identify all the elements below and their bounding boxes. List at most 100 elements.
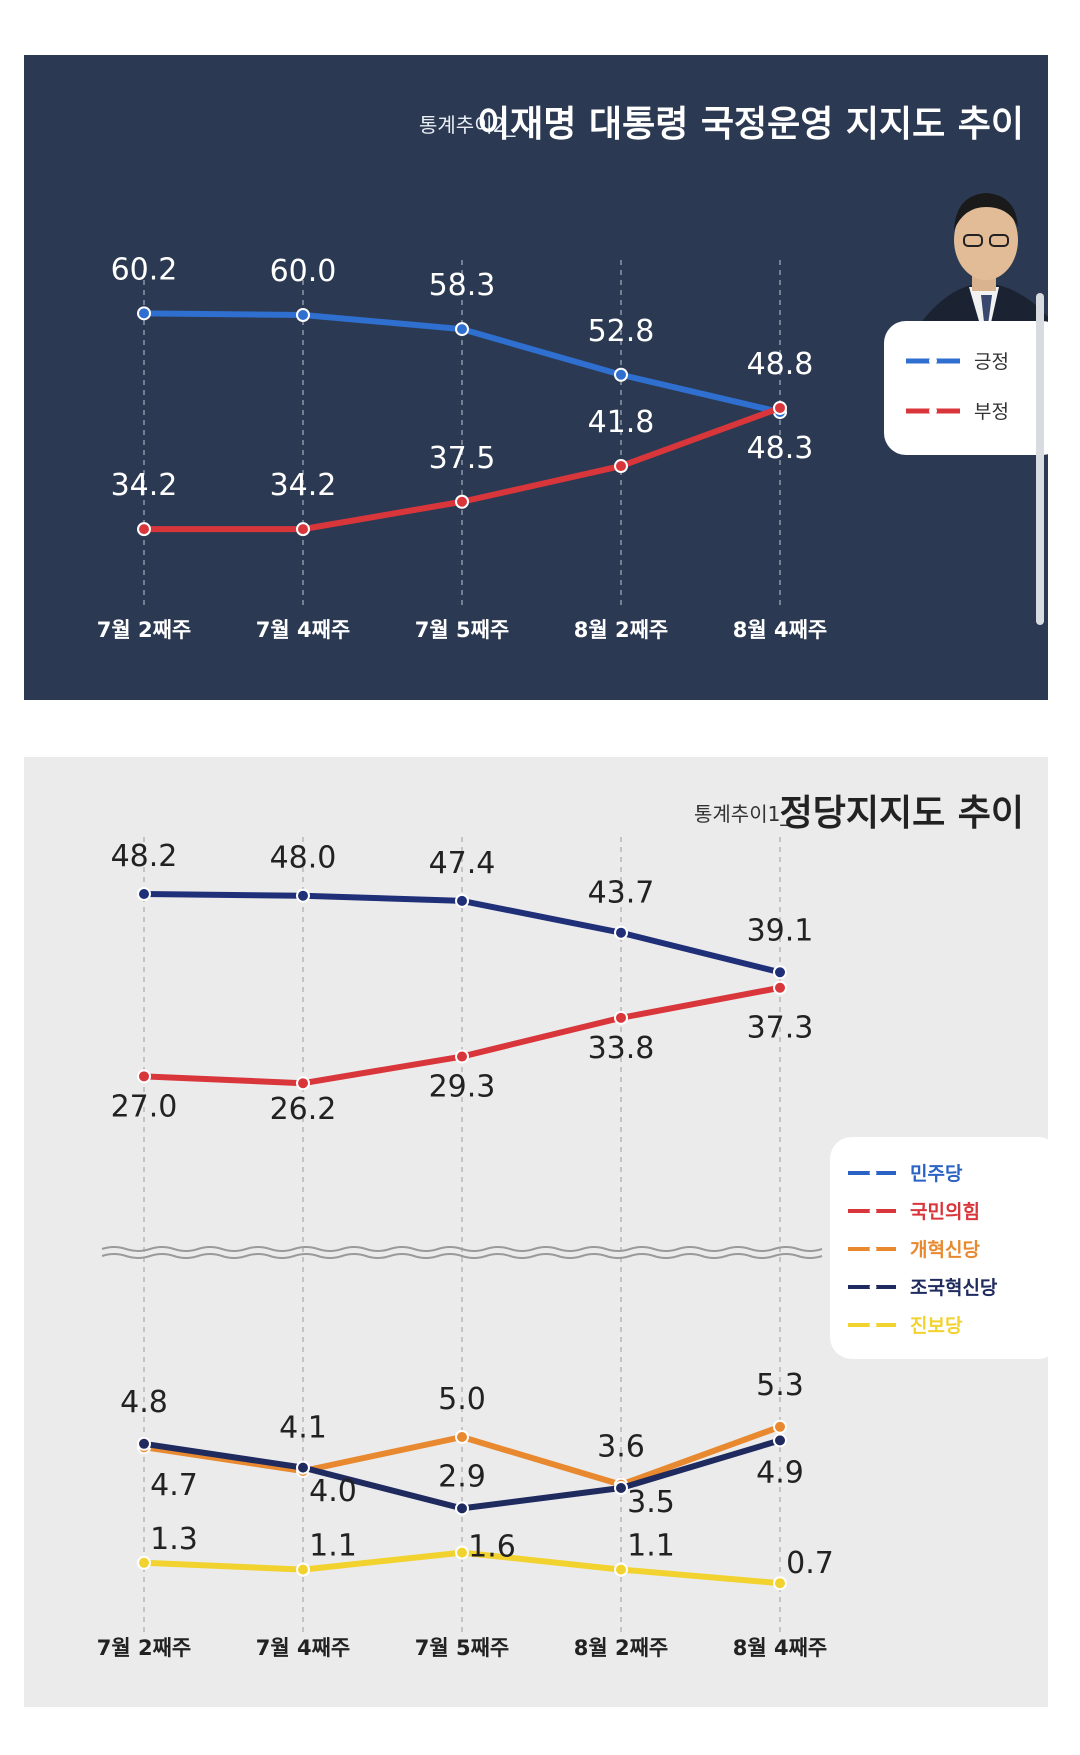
x-tick-label: 8월 4째주	[733, 1636, 828, 1660]
chart-title: 정당지지도 추이	[780, 793, 1024, 834]
legend-label: 긍정	[974, 351, 1009, 373]
chart-title-prefix: 통계추이2_	[419, 113, 516, 137]
data-point	[773, 1433, 787, 1448]
data-point	[455, 893, 469, 908]
party-support-chart: 통계추이1_ 정당지지도 추이 1.3 1.1 1.6 1.1 0.7 4.7 4.0 5.0…	[97, 793, 1024, 1660]
data-point	[773, 400, 787, 415]
data-label: 47.4	[429, 846, 496, 881]
data-label: 4.0	[309, 1474, 357, 1509]
legend-label: 국민의힘	[910, 1201, 980, 1223]
data-label: 5.3	[756, 1368, 804, 1403]
legend-swatch-dot	[869, 1283, 877, 1291]
data-point	[137, 1436, 151, 1451]
data-label: 4.1	[279, 1411, 327, 1446]
legend-swatch-dot	[869, 1321, 877, 1329]
data-point	[773, 965, 787, 980]
legend-label: 조국혁신당	[910, 1277, 998, 1299]
data-label: 27.0	[111, 1089, 178, 1124]
data-label: 34.2	[111, 468, 178, 503]
data-point	[296, 888, 310, 903]
x-tick-label: 7월 4째주	[256, 1636, 351, 1660]
data-label: 52.8	[588, 314, 655, 349]
data-label: 60.2	[111, 252, 178, 287]
x-tick-label: 8월 4째주	[733, 618, 828, 642]
data-label: 3.6	[597, 1430, 645, 1465]
data-point	[455, 322, 469, 337]
data-label: 4.7	[150, 1468, 198, 1503]
data-label: 60.0	[270, 254, 337, 289]
data-point	[614, 1481, 628, 1495]
data-label: 26.2	[270, 1092, 337, 1127]
data-point	[773, 1419, 787, 1434]
data-label: 58.3	[429, 268, 496, 303]
data-label: 37.3	[747, 1011, 814, 1046]
data-point	[455, 1501, 469, 1516]
data-point	[137, 1555, 151, 1570]
data-point	[614, 1562, 628, 1577]
x-tick-label: 8월 2째주	[574, 1636, 669, 1660]
data-label: 4.8	[120, 1385, 168, 1420]
approval-chart: 통계추이2_ 이재명 대통령 국정운영 지지도 추이 60.2 60.0 58.3 5…	[97, 104, 1048, 642]
data-label: 37.5	[429, 441, 496, 476]
data-label: 1.1	[309, 1529, 357, 1564]
legend-label: 개혁신당	[910, 1239, 980, 1261]
data-label: 3.5	[627, 1485, 675, 1520]
legend-swatch-dot	[929, 357, 937, 365]
x-tick-label: 7월 2째주	[97, 1636, 192, 1660]
x-tick-label: 8월 2째주	[574, 618, 669, 642]
legend-swatch-dot	[869, 1169, 877, 1177]
x-tick-label: 7월 5째주	[415, 1636, 510, 1660]
data-point	[614, 925, 628, 940]
data-point	[773, 1576, 787, 1591]
legend-swatch-dot	[929, 407, 937, 415]
chart-title: 이재명 대통령 국정운영 지지도 추이	[477, 104, 1024, 145]
data-point	[137, 306, 151, 321]
x-tick-label: 7월 2째주	[97, 618, 192, 642]
party-chart-panel: 통계추이1_ 정당지지도 추이 1.3 1.1 1.6 1.1 0.7 4.7 4.0 5.0…	[24, 757, 1060, 1707]
data-point	[137, 522, 151, 537]
data-point	[137, 1069, 151, 1084]
scrollbar[interactable]	[1036, 293, 1044, 625]
data-label: 1.1	[627, 1529, 675, 1564]
data-label: 48.0	[270, 841, 337, 876]
data-label: 29.3	[429, 1070, 496, 1105]
legend-label: 민주당	[910, 1163, 963, 1185]
data-label: 1.6	[468, 1530, 516, 1565]
president-portrait-image	[919, 193, 1048, 345]
data-label: 1.3	[150, 1522, 198, 1557]
data-point	[296, 308, 310, 322]
x-tick-label: 7월 5째주	[415, 618, 510, 642]
data-point	[296, 1562, 310, 1577]
data-point	[614, 459, 628, 474]
data-label: 48.3	[747, 431, 814, 466]
data-label: 41.8	[588, 405, 655, 440]
data-label: 48.2	[111, 839, 178, 874]
data-label: 5.0	[438, 1382, 486, 1417]
data-point	[296, 1460, 310, 1475]
chart-title-prefix: 통계추이1_	[694, 802, 791, 826]
data-point	[296, 522, 310, 537]
data-label: 4.9	[756, 1455, 804, 1490]
data-label: 33.8	[588, 1031, 655, 1066]
data-point	[614, 1010, 628, 1025]
legend-label: 진보당	[910, 1315, 963, 1337]
data-label: 2.9	[438, 1459, 486, 1494]
data-point	[455, 1430, 469, 1444]
data-point	[137, 887, 151, 901]
data-point	[455, 1049, 469, 1064]
approval-chart-panel: 통계추이2_ 이재명 대통령 국정운영 지지도 추이 60.2 60.0 58.3 5…	[24, 55, 1064, 700]
data-label: 43.7	[588, 876, 655, 911]
axis-break	[101, 1246, 823, 1259]
legend-swatch-dot	[869, 1245, 877, 1253]
legend-swatch-dot	[869, 1207, 877, 1215]
data-label: 39.1	[747, 913, 814, 948]
data-point	[455, 494, 469, 509]
legend-label: 부정	[974, 401, 1009, 423]
data-point	[773, 980, 787, 995]
x-tick-label: 7월 4째주	[256, 618, 351, 642]
data-label: 48.8	[747, 347, 814, 382]
data-point	[455, 1545, 469, 1560]
data-point	[296, 1076, 310, 1091]
